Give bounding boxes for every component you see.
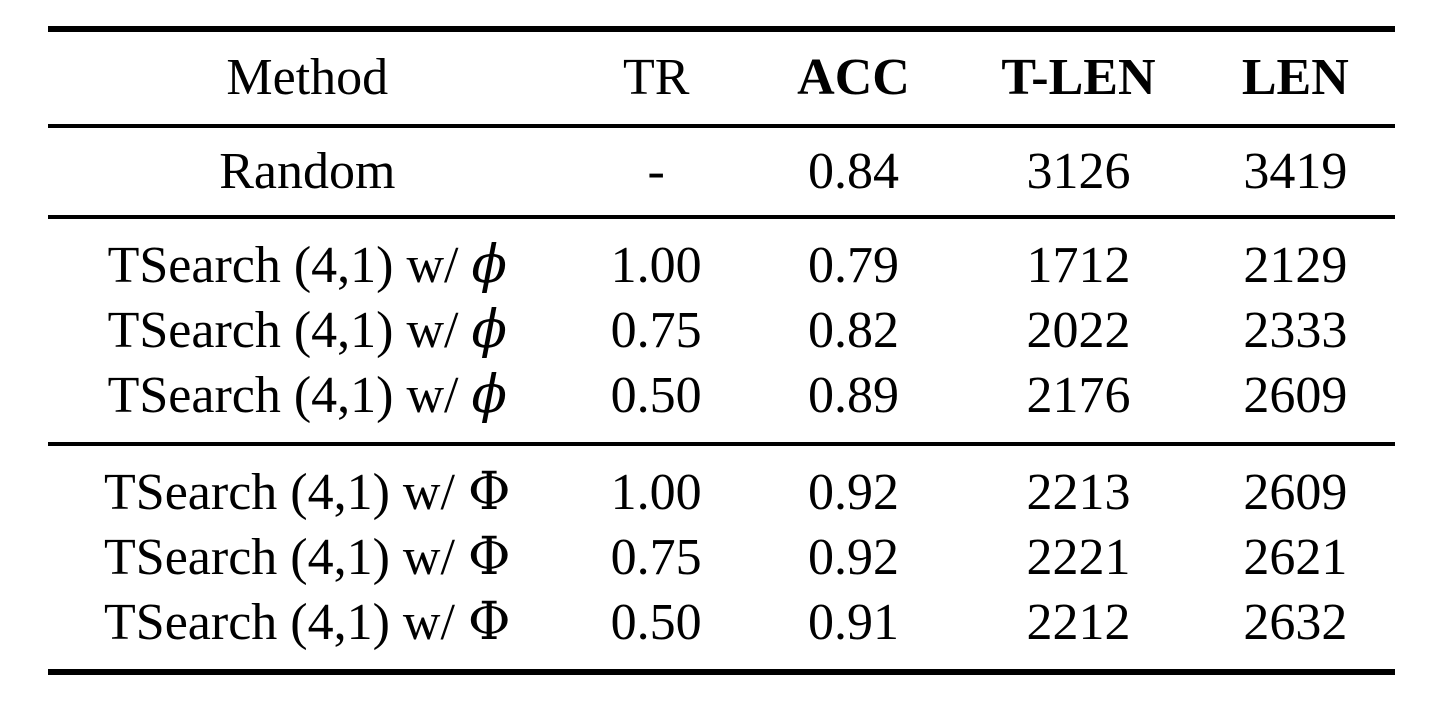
method-label: TSearch (4,1) w/ [107, 302, 459, 359]
table-row: TSearch (4,1) w/ ϕ 0.50 0.89 2176 2609 [48, 363, 1395, 444]
tr-cell: 0.75 [610, 302, 702, 359]
t-len-cell: 2213 [1026, 464, 1131, 521]
results-table: Method TR ACC T-LEN LEN Random - 0.84 31… [48, 26, 1395, 675]
len-cell: 2632 [1243, 594, 1348, 651]
lowercase-phi-symbol: ϕ [471, 235, 507, 295]
len-cell: 2609 [1243, 367, 1348, 424]
t-len-cell: 2212 [1026, 594, 1131, 651]
col-header-t-len: T-LEN [1001, 49, 1156, 106]
len-cell: 2333 [1243, 302, 1348, 359]
method-cell: TSearch (4,1) w/ Φ [48, 444, 567, 525]
acc-cell: 0.79 [807, 237, 899, 294]
tr-cell: - [647, 143, 665, 200]
header-row: Method TR ACC T-LEN LEN [48, 29, 1395, 126]
table-row: TSearch (4,1) w/ Φ 0.75 0.92 2221 2621 [48, 525, 1395, 590]
table-row: TSearch (4,1) w/ ϕ 1.00 0.79 1712 2129 [48, 217, 1395, 298]
table-row: TSearch (4,1) w/ Φ 1.00 0.92 2213 2609 [48, 444, 1395, 525]
group-baseline: Random - 0.84 3126 3419 [48, 126, 1395, 217]
tr-cell: 0.75 [610, 529, 702, 586]
len-cell: 2621 [1243, 529, 1348, 586]
col-header-tr: TR [622, 49, 690, 106]
acc-cell: 0.91 [807, 594, 899, 651]
acc-cell: 0.84 [807, 143, 899, 200]
col-header-len: LEN [1241, 49, 1349, 106]
group-tsearch-uppercase-phi: TSearch (4,1) w/ Φ 1.00 0.92 2213 2609 T… [48, 444, 1395, 672]
uppercase-phi-symbol: Φ [467, 527, 511, 587]
t-len-cell: 2176 [1026, 367, 1131, 424]
acc-cell: 0.82 [807, 302, 899, 359]
method-label: TSearch (4,1) w/ [104, 529, 455, 586]
method-cell: TSearch (4,1) w/ ϕ [48, 217, 567, 298]
len-cell: 2129 [1243, 237, 1348, 294]
tr-cell: 1.00 [610, 464, 702, 521]
table-row: Random - 0.84 3126 3419 [48, 126, 1395, 217]
t-len-cell: 3126 [1026, 143, 1131, 200]
tr-cell: 0.50 [610, 594, 702, 651]
col-header-acc: ACC [797, 49, 910, 106]
table-row: TSearch (4,1) w/ Φ 0.50 0.91 2212 2632 [48, 590, 1395, 672]
method-cell: Random [48, 126, 567, 217]
uppercase-phi-symbol: Φ [467, 462, 511, 522]
uppercase-phi-symbol: Φ [467, 592, 511, 652]
method-label: TSearch (4,1) w/ [107, 367, 459, 424]
method-label: Random [219, 143, 396, 200]
lowercase-phi-symbol: ϕ [471, 365, 507, 425]
acc-cell: 0.92 [807, 529, 899, 586]
method-cell: TSearch (4,1) w/ Φ [48, 590, 567, 672]
col-header-method: Method [226, 49, 389, 106]
acc-cell: 0.89 [807, 367, 899, 424]
method-cell: TSearch (4,1) w/ ϕ [48, 363, 567, 444]
method-label: TSearch (4,1) w/ [107, 237, 459, 294]
len-cell: 2609 [1243, 464, 1348, 521]
table-header: Method TR ACC T-LEN LEN [48, 29, 1395, 126]
method-cell: TSearch (4,1) w/ Φ [48, 525, 567, 590]
method-cell: TSearch (4,1) w/ ϕ [48, 298, 567, 363]
method-label: TSearch (4,1) w/ [104, 594, 455, 651]
tr-cell: 0.50 [610, 367, 702, 424]
acc-cell: 0.92 [807, 464, 899, 521]
group-tsearch-lowercase-phi: TSearch (4,1) w/ ϕ 1.00 0.79 1712 2129 T… [48, 217, 1395, 444]
t-len-cell: 2022 [1026, 302, 1131, 359]
method-label: TSearch (4,1) w/ [104, 464, 455, 521]
tr-cell: 1.00 [610, 237, 702, 294]
len-cell: 3419 [1243, 143, 1348, 200]
lowercase-phi-symbol: ϕ [471, 300, 507, 360]
t-len-cell: 2221 [1026, 529, 1131, 586]
t-len-cell: 1712 [1026, 237, 1131, 294]
table-row: TSearch (4,1) w/ ϕ 0.75 0.82 2022 2333 [48, 298, 1395, 363]
